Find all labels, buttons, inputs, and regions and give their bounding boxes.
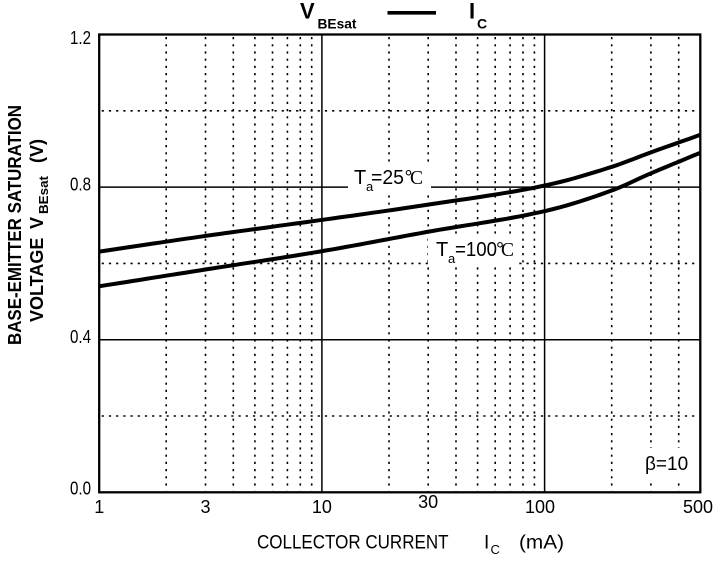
svg-text:(mA): (mA) [519, 533, 564, 554]
svg-text:C: C [410, 168, 423, 189]
svg-text:C: C [477, 16, 487, 32]
svg-text:a: a [448, 251, 456, 266]
svg-text:(V): (V) [27, 139, 47, 163]
svg-text:100: 100 [525, 497, 555, 517]
svg-text:V: V [300, 0, 315, 24]
svg-text:1: 1 [94, 497, 104, 517]
svg-text:°: ° [496, 239, 504, 261]
svg-text:10: 10 [312, 497, 332, 517]
svg-text:a: a [366, 179, 374, 194]
svg-text:I: I [469, 0, 475, 24]
svg-text:V: V [27, 217, 47, 229]
svg-text:BEsat: BEsat [36, 175, 51, 214]
svg-text:0.4: 0.4 [70, 327, 91, 347]
svg-text:BASE-EMITTER SATURATION: BASE-EMITTER SATURATION [5, 105, 25, 345]
svg-text:VOLTAGE: VOLTAGE [27, 238, 47, 322]
svg-text:3: 3 [200, 497, 210, 517]
svg-text:C: C [501, 240, 514, 261]
svg-text:500: 500 [683, 497, 713, 517]
svg-text:1.2: 1.2 [70, 28, 91, 48]
svg-text:COLLECTOR CURRENT: COLLECTOR CURRENT [257, 533, 449, 554]
svg-text:I: I [484, 533, 489, 554]
svg-text:0.0: 0.0 [70, 479, 91, 499]
svg-text:=25: =25 [371, 167, 404, 189]
svg-text:=100: =100 [455, 239, 497, 261]
svg-text:C: C [491, 542, 500, 557]
svg-text:0.8: 0.8 [70, 175, 91, 195]
svg-text:T: T [436, 239, 448, 261]
svg-text:BEsat: BEsat [318, 16, 357, 32]
svg-text:T: T [354, 167, 366, 189]
svg-text:30: 30 [418, 492, 438, 512]
svg-text:°: ° [405, 167, 413, 189]
svg-text:β=10: β=10 [645, 454, 688, 475]
